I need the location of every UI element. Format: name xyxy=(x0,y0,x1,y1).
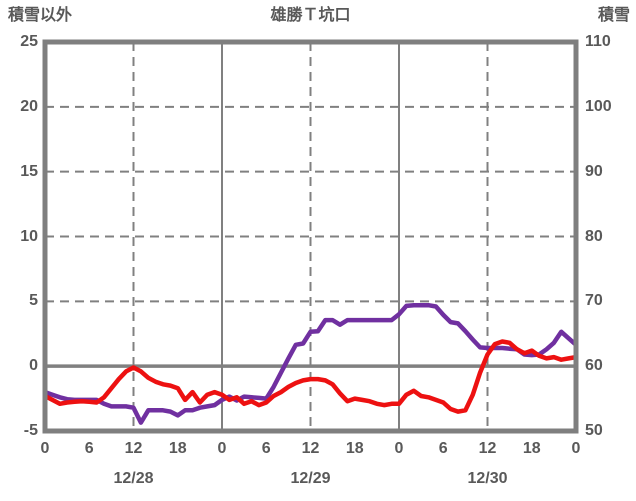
x-axis-tick-label: 18 xyxy=(522,440,541,457)
right-axis-title: 積雪 xyxy=(597,7,630,24)
x-axis-tick-label: 0 xyxy=(217,440,227,457)
right-axis-tick-label: 80 xyxy=(585,227,603,245)
x-axis-tick-label: 0 xyxy=(40,440,50,457)
x-axis-tick-label: 18 xyxy=(345,440,364,457)
x-axis-tick-label: 12 xyxy=(124,440,143,457)
left-axis-tick-label: 10 xyxy=(20,227,38,245)
x-axis-tick-label: 6 xyxy=(84,440,94,457)
x-axis-tick-label: 0 xyxy=(394,440,404,457)
left-axis-tick-label: 25 xyxy=(20,33,38,50)
x-axis-tick-label: 18 xyxy=(168,440,187,457)
left-axis-tick-label: -5 xyxy=(23,422,38,439)
plot-border xyxy=(42,39,579,434)
series-line-purple xyxy=(42,302,579,425)
left-axis-tick-label: 20 xyxy=(20,97,38,115)
chart-title: 雄勝Ｔ坑口 xyxy=(270,7,351,24)
right-axis-tick-label: 90 xyxy=(585,162,603,180)
x-axis-date-label: 12/30 xyxy=(467,470,508,487)
x-axis-tick-label: 12 xyxy=(301,440,320,457)
right-axis-tick-label: 50 xyxy=(585,422,603,439)
left-axis-tick-label: 15 xyxy=(20,162,38,180)
right-axis-tick-label: 110 xyxy=(585,33,611,50)
x-axis-date-label: 12/29 xyxy=(290,470,331,487)
right-axis-tick-label: 60 xyxy=(585,357,603,375)
left-axis-title: 積雪以外 xyxy=(8,7,73,24)
right-axis-tick-label: 100 xyxy=(585,97,612,115)
series-line-red xyxy=(42,339,579,414)
right-axis-tick-label: 70 xyxy=(585,292,603,310)
x-axis-tick-label: 6 xyxy=(438,440,448,457)
left-axis-tick-label: 0 xyxy=(29,357,38,375)
x-axis-date-label: 12/28 xyxy=(113,470,154,487)
x-axis-tick-label: 0 xyxy=(571,440,581,457)
left-axis-tick-label: 5 xyxy=(29,292,38,310)
x-axis-tick-label: 6 xyxy=(261,440,271,457)
x-axis-tick-label: 12 xyxy=(478,440,497,457)
